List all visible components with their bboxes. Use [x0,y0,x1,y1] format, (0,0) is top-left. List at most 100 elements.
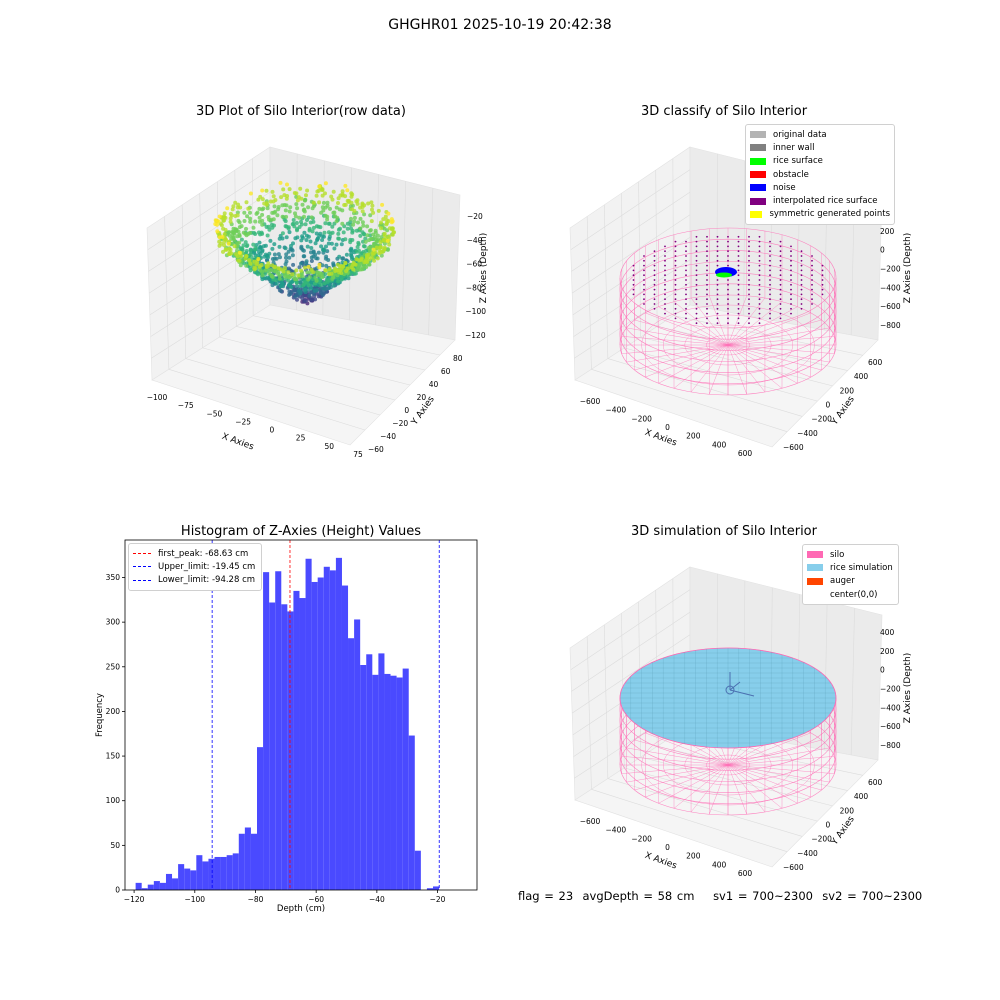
panel3-plot: −120 −100 −80 −60 −40 −20 0 50 100 150 200 250 300 3… [95,539,478,914]
histogram-bar [293,590,300,890]
panel3-xlabel: Depth (cm) [277,904,325,914]
silo-floor-spoke [626,747,729,766]
data-point [291,262,296,267]
silo-floor-spoke [727,306,798,346]
interpolated-point [748,245,750,248]
interpolated-point [706,312,708,315]
data-point [306,264,311,269]
interpolated-point [737,279,740,281]
interpolated-point [800,269,803,272]
x-tick-label: 600 [738,869,753,878]
interpolated-point [706,303,708,305]
data-point [286,278,291,283]
data-point [293,214,298,219]
data-point [373,230,378,235]
data-point [335,262,340,267]
interpolated-point [643,259,645,262]
interpolated-point [727,283,729,286]
x-tick-label: 75 [353,450,363,459]
z-tick-label: 0 [880,246,885,255]
data-point [287,255,292,260]
data-point [345,188,350,193]
data-point [369,237,374,242]
interpolated-point [758,235,761,238]
interpolated-point [811,283,813,286]
interpolated-point [800,307,803,310]
y-tick-label: 400 [854,792,869,801]
data-point [385,239,390,243]
interpolated-point [811,288,813,291]
legend-swatch [750,197,766,205]
panel2-surface-points [632,235,824,325]
data-point [386,211,391,216]
panel1-points [213,180,396,306]
data-point [244,226,248,231]
data-point [276,266,281,271]
interpolated-point [706,283,708,286]
interpolated-point [685,312,687,315]
legend-label: Lower_limit: -94.28 cm [158,575,256,586]
interpolated-point [716,322,719,325]
data-point [314,278,319,283]
interpolated-point [811,259,813,262]
interpolated-point [695,322,698,325]
data-point [309,286,313,291]
y-tick-label: 600 [868,778,883,787]
y-tick-label: 300 [106,618,121,627]
data-point [331,210,336,215]
grid-line [624,347,818,402]
interpolated-point [727,255,729,257]
data-point [306,234,311,239]
interpolated-point [790,259,792,262]
silo-floor-spoke [621,764,729,774]
interpolated-point [769,298,771,301]
interpolated-point [653,250,656,253]
histogram-bar [305,558,312,890]
data-point [295,206,300,211]
legend-swatch [750,157,766,165]
x-tick-label: −50 [207,409,223,418]
data-point [270,246,275,251]
data-point [314,193,319,198]
interpolated-point [727,312,729,315]
data-point [369,255,374,260]
data-point [301,248,306,253]
data-point [309,290,314,295]
data-point [291,218,296,222]
interpolated-point [748,312,750,315]
interpolated-point [716,279,719,281]
interpolated-point [706,322,708,325]
data-point [216,219,221,224]
legend-entry: inner wall [750,141,890,154]
x-tick-label: −60 [308,895,324,904]
silo-floor-ring [706,754,750,776]
y-tick-label: 350 [106,573,121,582]
interpolated-point [790,245,792,248]
data-point [380,202,385,207]
grid-line [655,170,658,327]
data-point [243,231,248,236]
data-point [272,210,277,215]
data-point [280,214,285,219]
interpolated-point [674,283,677,286]
histogram-bar [220,856,227,890]
interpolated-point [664,279,666,281]
data-point [236,218,241,223]
data-point [242,219,247,223]
data-point [252,265,257,270]
data-point [384,222,389,227]
z-tick-label: 400 [880,628,895,637]
data-point [336,227,341,232]
data-point [385,247,390,252]
data-point [264,188,269,193]
data-point [284,235,289,240]
data-point [344,269,349,273]
interpolated-point [695,245,698,248]
silo-floor-spoke [634,739,729,766]
x-tick-label: −80 [248,895,264,904]
grid-line [624,767,818,822]
interpolated-point [779,259,782,262]
z-tick-label: −80 [466,283,482,292]
histogram-bar [178,864,185,890]
interpolated-point [769,288,771,291]
